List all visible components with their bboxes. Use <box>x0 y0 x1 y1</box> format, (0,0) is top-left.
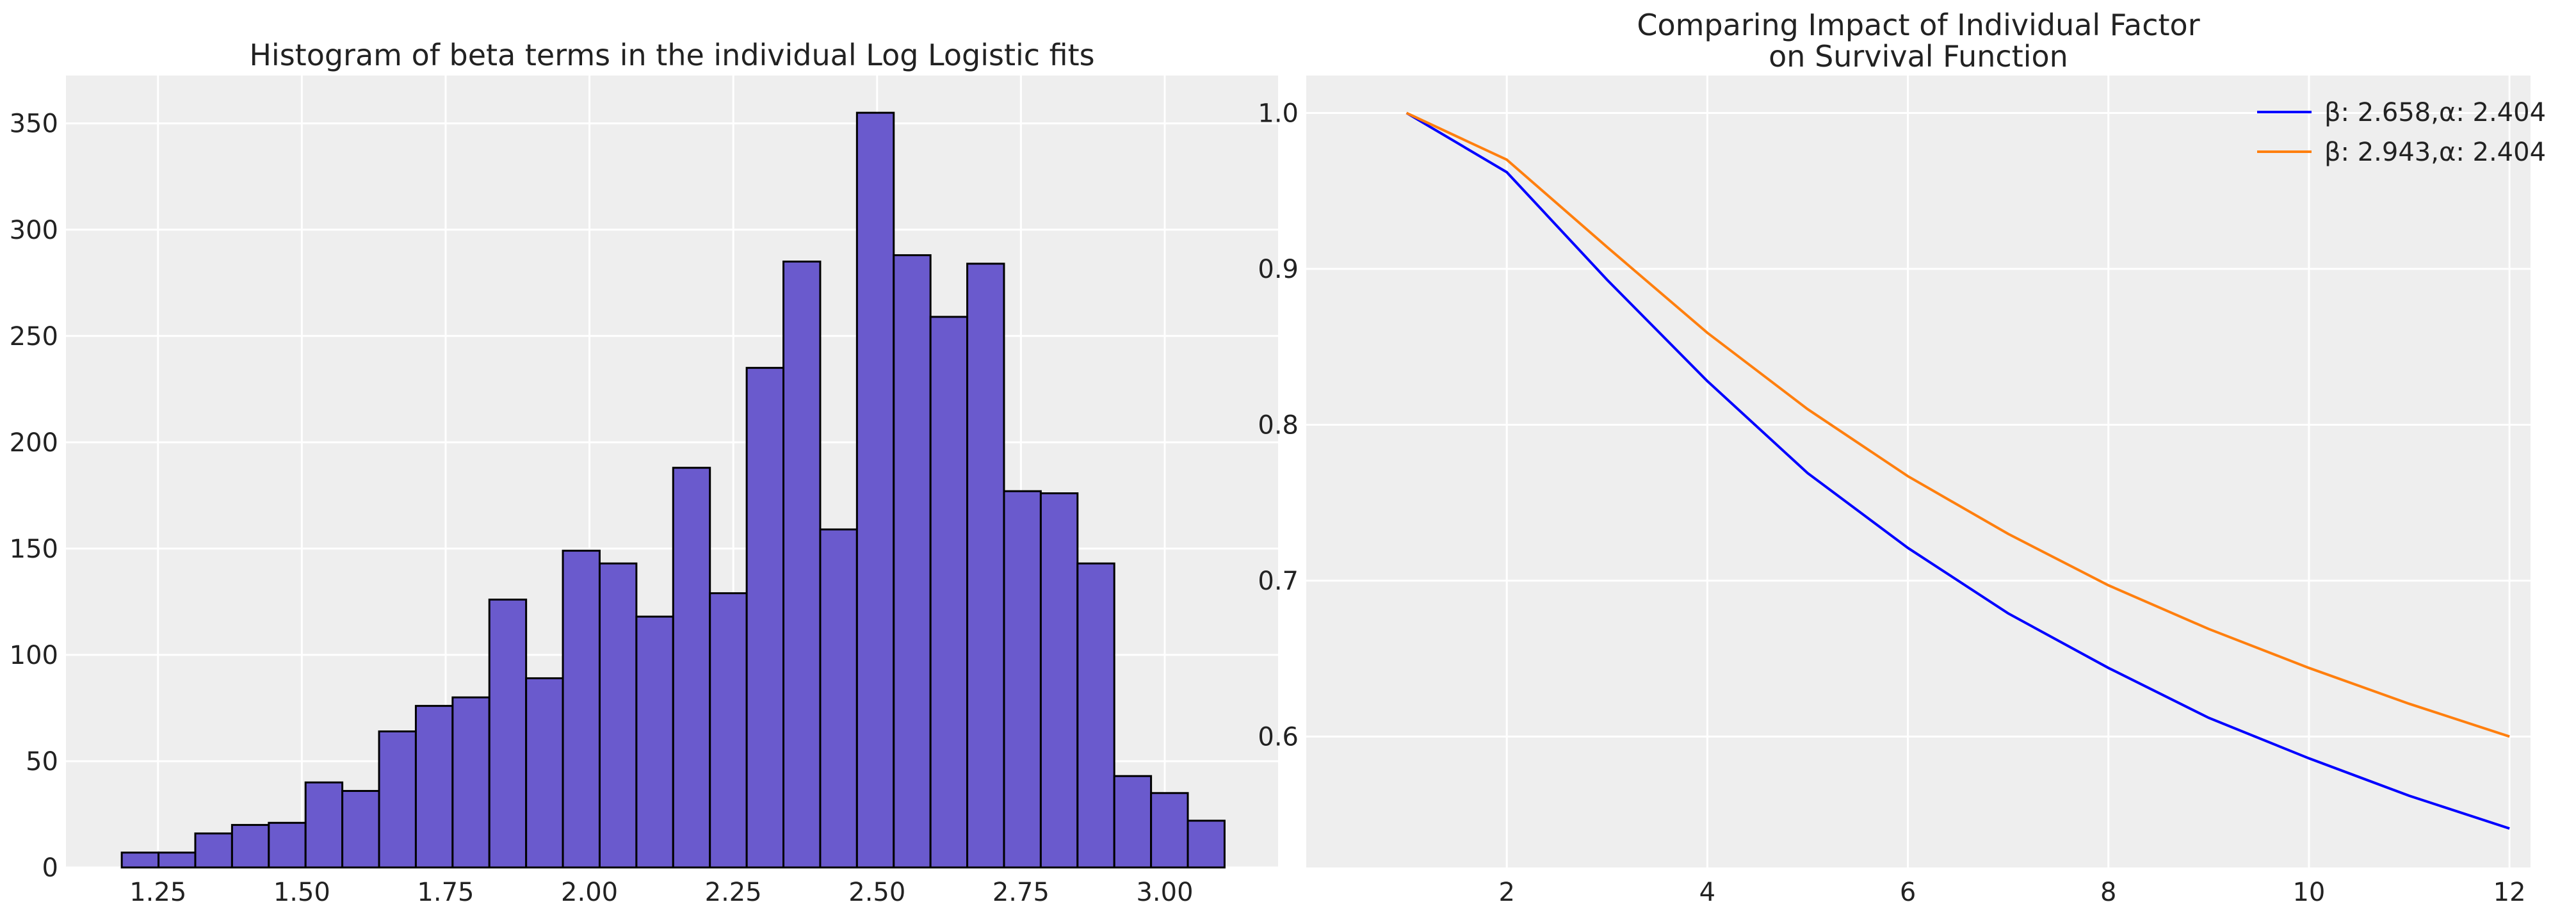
x-tick-label: 10 <box>2292 878 2325 907</box>
x-tick-label: 2.50 <box>848 878 905 907</box>
y-tick-label: 100 <box>10 641 58 670</box>
histogram-bar <box>1113 775 1153 869</box>
series-line <box>1405 111 2510 830</box>
histogram-bar <box>158 851 197 869</box>
y-tick-label: 250 <box>10 322 58 351</box>
survival-line-axes: 2 4 6 8 10 12 0.6 0.7 0.8 0.9 1.0 β: 2.658,α: 2.404… <box>1258 8 2546 907</box>
histogram-bar <box>1039 492 1079 869</box>
y-tick-label: 50 <box>26 747 58 777</box>
x-tick-label: 1.75 <box>417 878 474 907</box>
histogram-bar <box>562 549 601 869</box>
histogram-bar <box>378 730 417 869</box>
legend-label: β: 2.658,α: 2.404 <box>2324 98 2546 127</box>
histogram-bar <box>488 599 528 869</box>
x-tick-label: 3.00 <box>1136 878 1193 907</box>
x-tick-label: 12 <box>2493 878 2526 907</box>
chart-title-line1: Comparing Impact of Individual Factor <box>1637 8 2199 42</box>
x-tick-label: 1.50 <box>273 878 330 907</box>
histogram-bar <box>304 781 344 869</box>
legend-label: β: 2.943,α: 2.404 <box>2324 138 2546 167</box>
x-tick-label: 2.25 <box>705 878 762 907</box>
histogram-bar <box>709 592 748 869</box>
chart-title-line2: on Survival Function <box>1769 39 2068 74</box>
y-tick-label: 350 <box>10 109 58 139</box>
histogram-bar <box>194 832 233 869</box>
histogram-bar <box>525 677 564 869</box>
histogram-bar <box>1187 819 1226 869</box>
histogram-bar <box>635 615 674 869</box>
histogram-bar <box>745 367 785 869</box>
histogram-bar <box>672 467 711 869</box>
histogram-bar <box>451 696 490 869</box>
histogram-bar <box>231 824 270 869</box>
y-tick-label: 150 <box>10 535 58 564</box>
histogram-bar <box>268 821 307 869</box>
y-tick-label: 0.9 <box>1258 255 1299 284</box>
histogram-bar <box>120 851 160 869</box>
x-tick-label: 8 <box>2100 878 2116 907</box>
y-tick-label: 200 <box>10 428 58 458</box>
y-tick-label: 0.8 <box>1258 410 1299 440</box>
histogram-bar <box>855 111 895 869</box>
chart-title: Histogram of beta terms in the individua… <box>249 38 1094 72</box>
histogram-bar <box>1003 490 1042 869</box>
histogram-bar <box>893 254 932 869</box>
y-tick-label: 0 <box>42 853 58 883</box>
histogram-bar <box>598 562 638 869</box>
histogram-bar <box>414 705 454 869</box>
histogram-axes: 1.25 1.50 1.75 2.00 2.25 2.50 2.75 3.00 0 50 100 15… <box>10 38 1278 907</box>
histogram-bar <box>341 789 380 869</box>
x-tick-label: 1.25 <box>129 878 186 907</box>
x-tick-label: 2 <box>1498 878 1514 907</box>
histogram-bar <box>782 261 822 869</box>
y-tick-label: 1.0 <box>1258 99 1299 128</box>
histogram-bar <box>1076 562 1115 869</box>
histogram-bar <box>819 528 858 869</box>
y-tick-label: 0.6 <box>1258 722 1299 752</box>
x-tick-label: 2.00 <box>561 878 618 907</box>
y-tick-label: 0.7 <box>1258 567 1299 596</box>
plot-background <box>1306 76 2531 867</box>
histogram-bar <box>929 316 969 869</box>
y-tick-label: 300 <box>10 216 58 245</box>
x-tick-label: 6 <box>1900 878 1916 907</box>
x-tick-label: 4 <box>1699 878 1715 907</box>
x-tick-label: 2.75 <box>992 878 1049 907</box>
histogram-bar <box>966 262 1005 869</box>
series-line <box>1405 111 2510 738</box>
histogram-bar <box>1150 792 1189 869</box>
